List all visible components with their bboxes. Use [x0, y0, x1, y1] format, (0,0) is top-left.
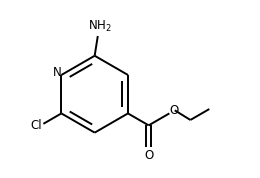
- Text: N: N: [53, 66, 61, 79]
- Text: O: O: [144, 149, 153, 162]
- Text: Cl: Cl: [30, 119, 42, 132]
- Text: O: O: [169, 104, 179, 117]
- Text: NH$_2$: NH$_2$: [88, 19, 112, 34]
